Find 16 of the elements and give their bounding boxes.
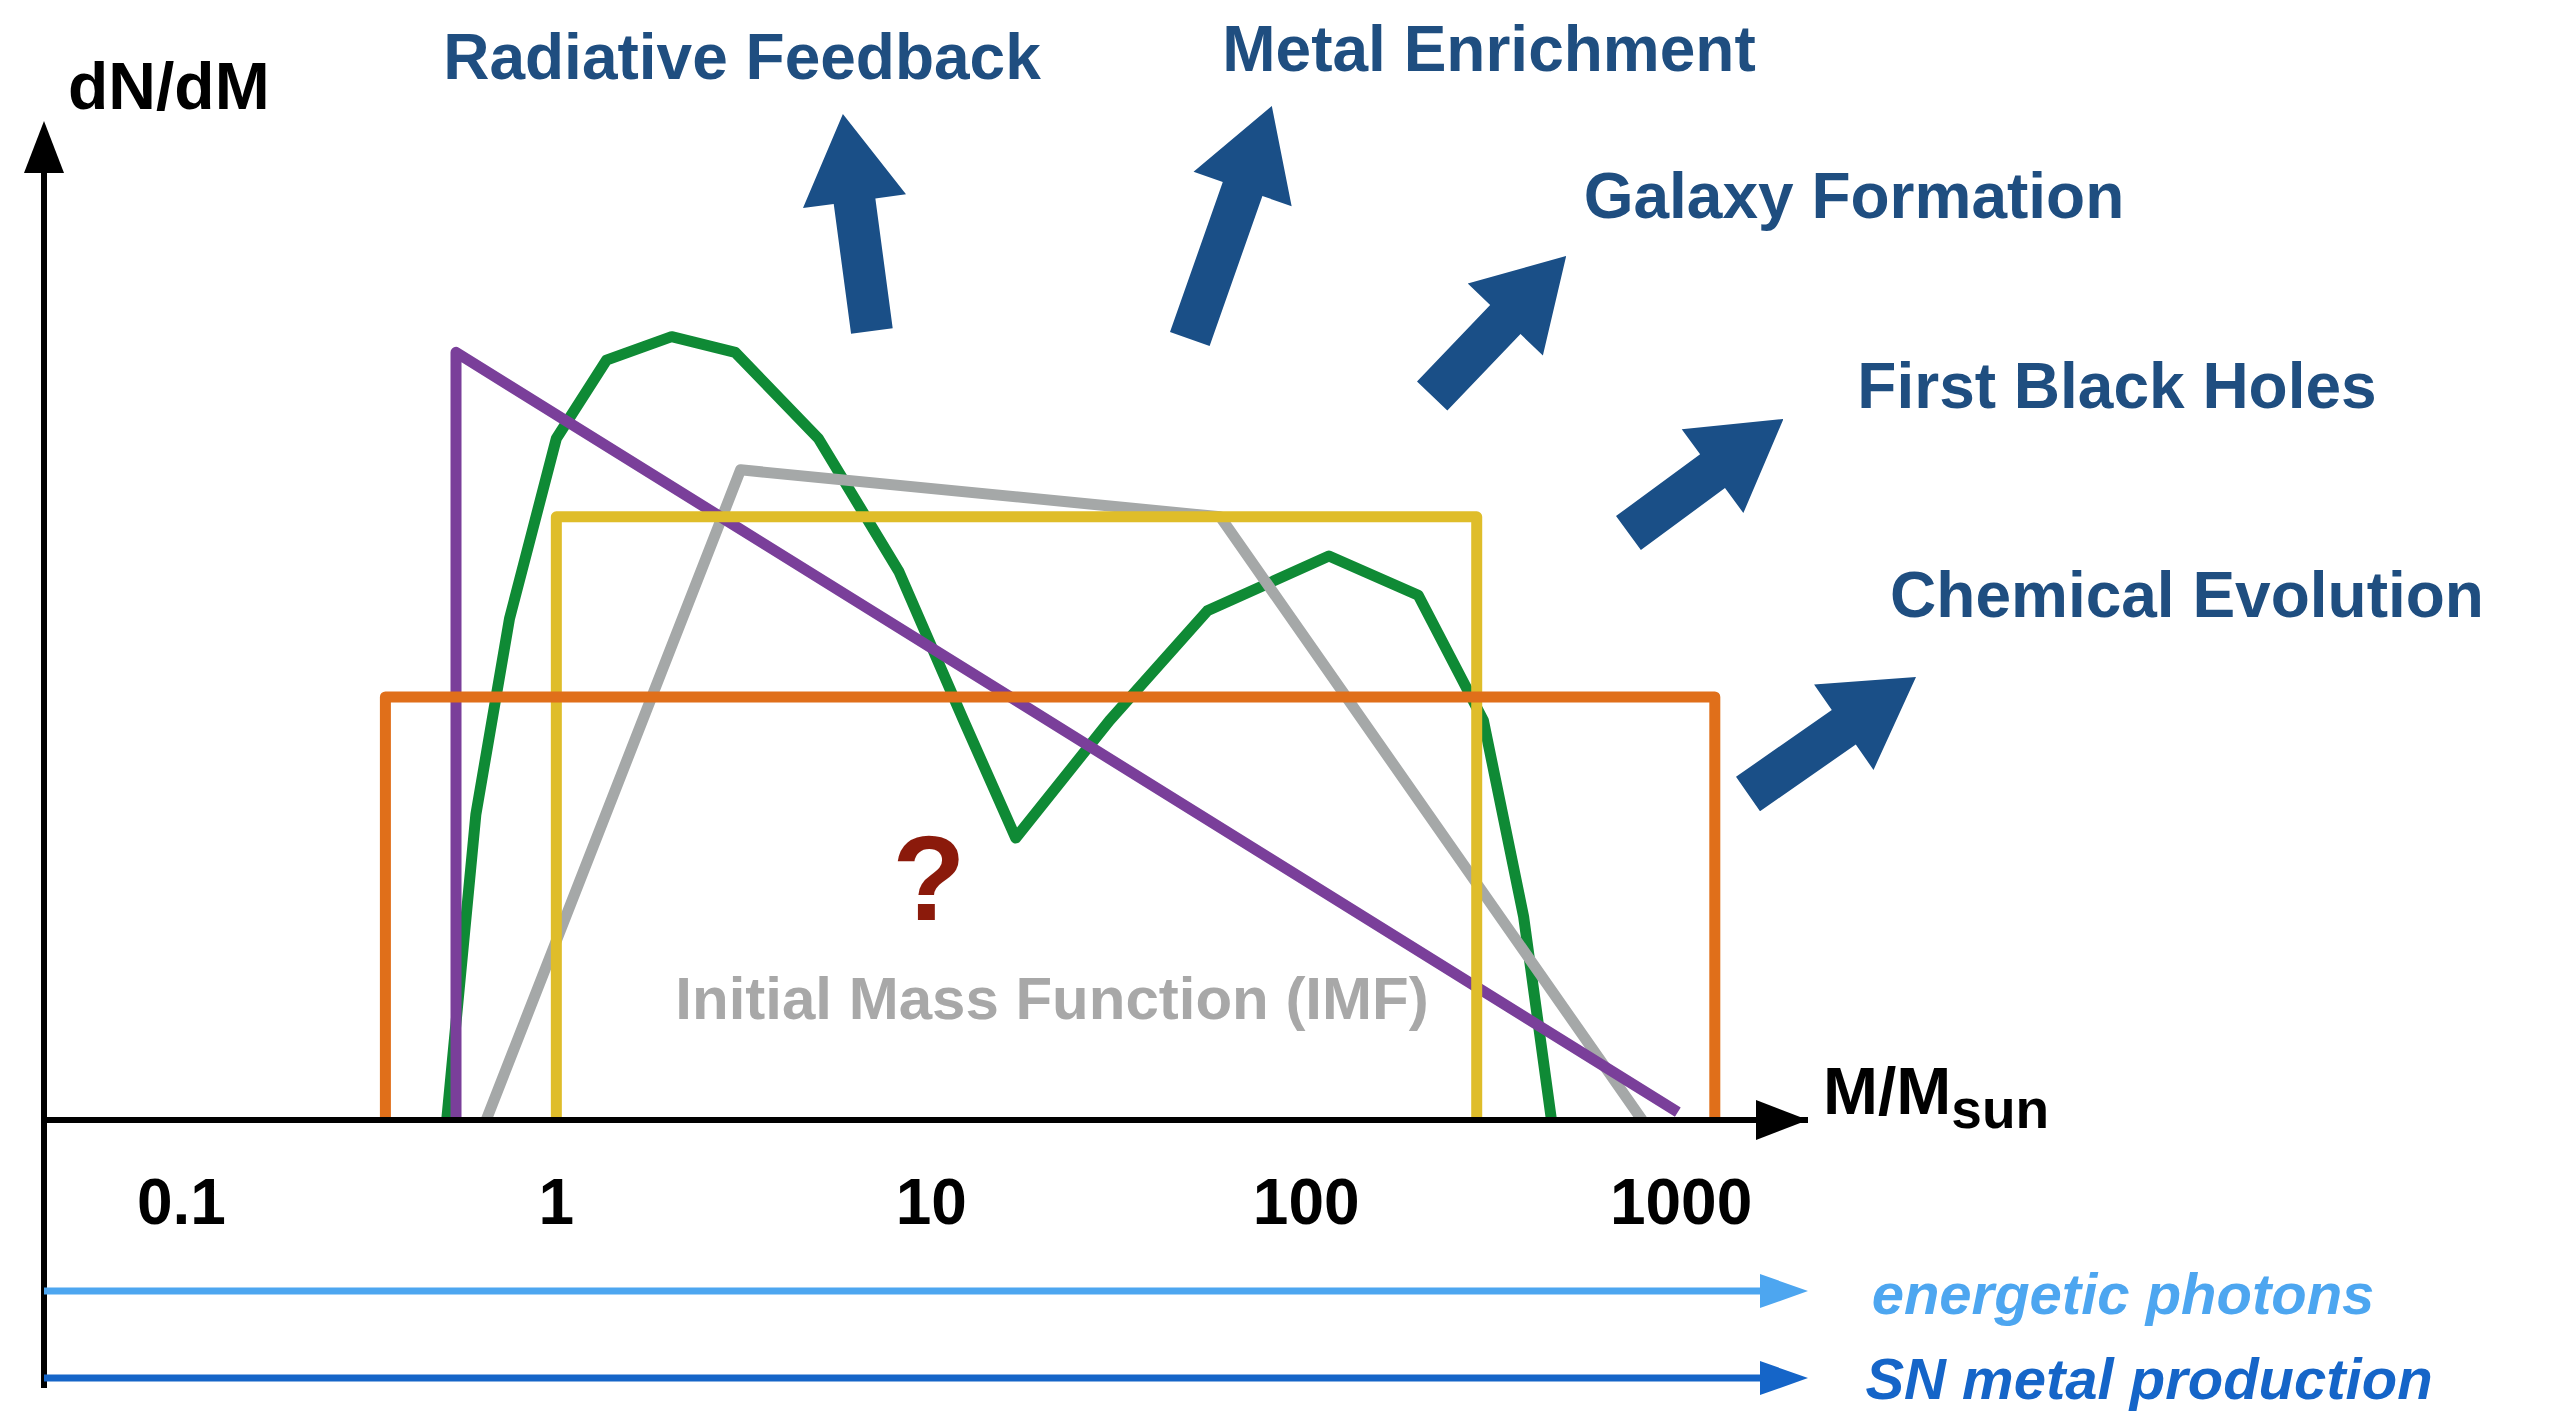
text: First Black Holes: [1857, 349, 2377, 423]
y-axis-title: dN/dM: [68, 48, 270, 124]
x-axis-title: M/M$_{sun}$: [1823, 1053, 2050, 1142]
x-tick-label: 1000: [1609, 1166, 1753, 1239]
x-tick-label: 100: [1252, 1166, 1360, 1239]
annotation: Initial Mass Function (IMF): [675, 963, 1429, 1033]
x-tick-label: 10: [895, 1166, 967, 1239]
text: Chemical Evolution: [1890, 558, 2484, 632]
x-tick-label: 0.1: [136, 1166, 226, 1239]
annotation: ?: [892, 810, 966, 947]
text: SN metal production: [1865, 1344, 2433, 1411]
text: Radiative Feedback: [443, 20, 1041, 94]
text: Galaxy Formation: [1583, 159, 2125, 233]
x-tick-label: 1: [538, 1166, 575, 1239]
text: Metal Enrichment: [1222, 12, 1756, 86]
text: energetic photons: [1871, 1259, 2375, 1327]
